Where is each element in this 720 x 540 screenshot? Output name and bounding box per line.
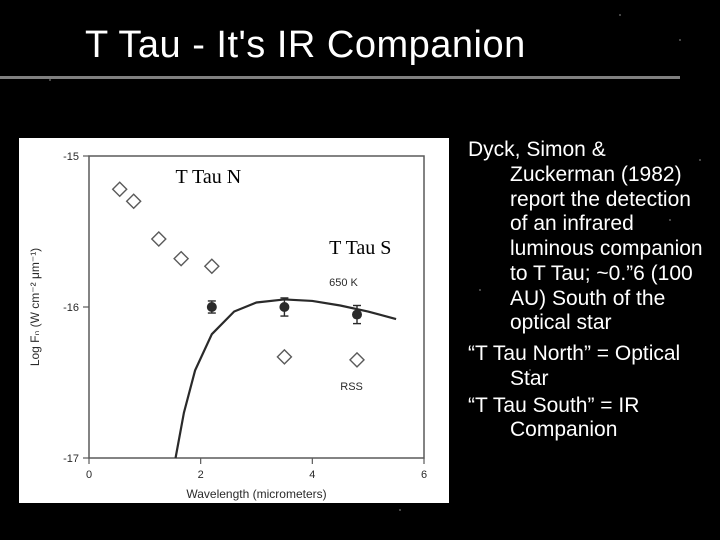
svg-text:650 K: 650 K xyxy=(329,277,358,289)
body-paragraph-1: Dyck, Simon & Zuckerman (1982) report th… xyxy=(468,138,708,336)
svg-text:T Tau N: T Tau N xyxy=(176,166,242,188)
svg-text:T Tau S: T Tau S xyxy=(329,237,391,259)
svg-text:-16: -16 xyxy=(63,302,79,314)
svg-text:-15: -15 xyxy=(63,151,79,163)
chart-panel: 0 2 4 6 -17 -16 -15 Wavelength (micrometers) Log… xyxy=(19,138,449,503)
svg-text:4: 4 xyxy=(309,469,315,481)
svg-text:RSS: RSS xyxy=(340,381,363,393)
title-underline xyxy=(0,76,680,79)
svg-text:2: 2 xyxy=(198,469,204,481)
text-column: Dyck, Simon & Zuckerman (1982) report th… xyxy=(468,138,708,445)
body-paragraph-2: “T Tau North” = Optical Star xyxy=(468,342,708,392)
svg-text:6: 6 xyxy=(421,469,427,481)
svg-text:Wavelength (micrometers): Wavelength (micrometers) xyxy=(186,487,326,501)
svg-text:0: 0 xyxy=(86,469,92,481)
sed-chart: 0 2 4 6 -17 -16 -15 Wavelength (micrometers) Log… xyxy=(19,138,449,503)
slide-title: T Tau - It's IR Companion xyxy=(85,24,680,67)
body-paragraph-3: “T Tau South” = IR Companion xyxy=(468,394,708,444)
svg-text:Log Fₙ (W cm⁻² μm⁻¹): Log Fₙ (W cm⁻² μm⁻¹) xyxy=(28,248,42,366)
svg-text:-17: -17 xyxy=(63,453,79,465)
